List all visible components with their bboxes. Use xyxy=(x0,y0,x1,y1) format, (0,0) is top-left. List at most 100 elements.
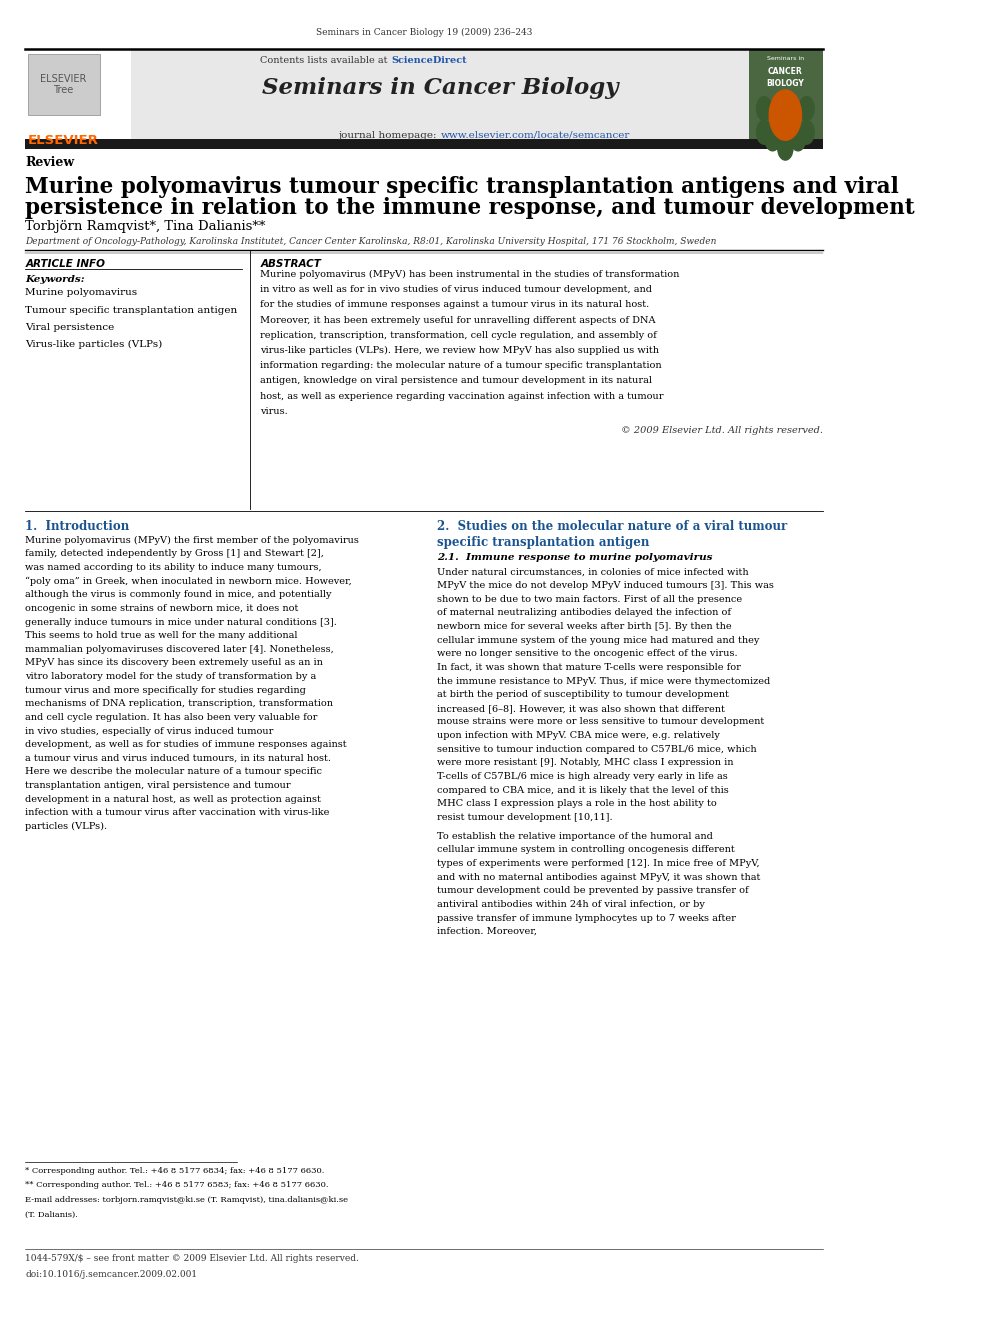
Text: of maternal neutralizing antibodies delayed the infection of: of maternal neutralizing antibodies dela… xyxy=(436,609,731,618)
Text: and cell cycle regulation. It has also been very valuable for: and cell cycle regulation. It has also b… xyxy=(26,713,317,722)
Text: MHC class I expression plays a role in the host ability to: MHC class I expression plays a role in t… xyxy=(436,799,716,808)
Text: mammalian polyomaviruses discovered later [4]. Nonetheless,: mammalian polyomaviruses discovered late… xyxy=(26,644,334,654)
Text: in vitro as well as for in vivo studies of virus induced tumour development, and: in vitro as well as for in vivo studies … xyxy=(260,284,653,294)
Text: although the virus is commonly found in mice, and potentially: although the virus is commonly found in … xyxy=(26,590,332,599)
Circle shape xyxy=(791,127,806,151)
Text: generally induce tumours in mice under natural conditions [3].: generally induce tumours in mice under n… xyxy=(26,618,337,627)
Text: shown to be due to two main factors. First of all the presence: shown to be due to two main factors. Fir… xyxy=(436,595,742,603)
Text: BIOLOGY: BIOLOGY xyxy=(767,79,805,89)
Text: virus-like particles (VLPs). Here, we review how MPyV has also supplied us with: virus-like particles (VLPs). Here, we re… xyxy=(260,345,660,355)
Text: * Corresponding author. Tel.: +46 8 5177 6834; fax: +46 8 5177 6630.: * Corresponding author. Tel.: +46 8 5177… xyxy=(26,1167,324,1175)
Text: Here we describe the molecular nature of a tumour specific: Here we describe the molecular nature of… xyxy=(26,767,322,777)
Text: This seems to hold true as well for the many additional: This seems to hold true as well for the … xyxy=(26,631,298,640)
Text: mouse strains were more or less sensitive to tumour development: mouse strains were more or less sensitiv… xyxy=(436,717,764,726)
Text: In fact, it was shown that mature T-cells were responsible for: In fact, it was shown that mature T-cell… xyxy=(436,663,741,672)
Text: development in a natural host, as well as protection against: development in a natural host, as well a… xyxy=(26,795,321,804)
Text: ELSEVIER: ELSEVIER xyxy=(28,134,99,147)
Text: CANCER: CANCER xyxy=(768,67,803,77)
Text: Torbjörn Ramqvist*, Tina Dalianis**: Torbjörn Ramqvist*, Tina Dalianis** xyxy=(26,220,266,233)
Text: development, as well as for studies of immune responses against: development, as well as for studies of i… xyxy=(26,740,347,749)
Text: © 2009 Elsevier Ltd. All rights reserved.: © 2009 Elsevier Ltd. All rights reserved… xyxy=(621,426,822,435)
FancyBboxPatch shape xyxy=(26,139,822,149)
Text: infection with a tumour virus after vaccination with virus-like: infection with a tumour virus after vacc… xyxy=(26,808,329,818)
Text: www.elsevier.com/locate/semcancer: www.elsevier.com/locate/semcancer xyxy=(441,131,630,140)
Text: virus.: virus. xyxy=(260,406,288,415)
Text: resist tumour development [10,11].: resist tumour development [10,11]. xyxy=(436,812,612,822)
FancyBboxPatch shape xyxy=(132,50,749,139)
Text: (T. Dalianis).: (T. Dalianis). xyxy=(26,1211,78,1218)
Text: in vivo studies, especially of virus induced tumour: in vivo studies, especially of virus ind… xyxy=(26,726,274,736)
Text: Review: Review xyxy=(26,156,74,169)
Text: E-mail addresses: torbjorn.ramqvist@ki.se (T. Ramqvist), tina.dalianis@ki.se: E-mail addresses: torbjorn.ramqvist@ki.s… xyxy=(26,1196,348,1204)
Text: and with no maternal antibodies against MPyV, it was shown that: and with no maternal antibodies against … xyxy=(436,873,760,881)
Text: Contents lists available at: Contents lists available at xyxy=(260,56,390,65)
Text: Seminars in Cancer Biology 19 (2009) 236–243: Seminars in Cancer Biology 19 (2009) 236… xyxy=(315,28,533,37)
Text: Seminars in: Seminars in xyxy=(767,56,804,61)
Text: antigen, knowledge on viral persistence and tumour development in its natural: antigen, knowledge on viral persistence … xyxy=(260,376,653,385)
Text: tumour development could be prevented by passive transfer of: tumour development could be prevented by… xyxy=(436,886,748,896)
Text: replication, transcription, transformation, cell cycle regulation, and assembly : replication, transcription, transformati… xyxy=(260,331,657,340)
Text: antiviral antibodies within 24h of viral infection, or by: antiviral antibodies within 24h of viral… xyxy=(436,900,704,909)
Text: Murine polyomavirus: Murine polyomavirus xyxy=(26,288,138,298)
Text: Department of Oncology-Pathology, Karolinska Institutet, Cancer Center Karolinsk: Department of Oncology-Pathology, Karoli… xyxy=(26,237,717,246)
Text: for the studies of immune responses against a tumour virus in its natural host.: for the studies of immune responses agai… xyxy=(260,300,650,310)
Text: increased [6–8]. However, it was also shown that different: increased [6–8]. However, it was also sh… xyxy=(436,704,724,713)
Text: Murine polyomavirus (MPyV) the first member of the polyomavirus: Murine polyomavirus (MPyV) the first mem… xyxy=(26,536,359,545)
Circle shape xyxy=(757,97,772,120)
Text: ** Corresponding author. Tel.: +46 8 5177 6583; fax: +46 8 5177 6630.: ** Corresponding author. Tel.: +46 8 517… xyxy=(26,1181,329,1189)
Text: passive transfer of immune lymphocytes up to 7 weeks after: passive transfer of immune lymphocytes u… xyxy=(436,913,736,922)
Text: upon infection with MPyV. CBA mice were, e.g. relatively: upon infection with MPyV. CBA mice were,… xyxy=(436,732,719,740)
Text: MPyV the mice do not develop MPyV induced tumours [3]. This was: MPyV the mice do not develop MPyV induce… xyxy=(436,581,774,590)
Text: vitro laboratory model for the study of transformation by a: vitro laboratory model for the study of … xyxy=(26,672,316,681)
Text: information regarding: the molecular nature of a tumour specific transplantation: information regarding: the molecular nat… xyxy=(260,361,662,370)
Text: “poly oma” in Greek, when inoculated in newborn mice. However,: “poly oma” in Greek, when inoculated in … xyxy=(26,577,352,586)
Text: Moreover, it has been extremely useful for unravelling different aspects of DNA: Moreover, it has been extremely useful f… xyxy=(260,315,656,324)
Text: were more resistant [9]. Notably, MHC class I expression in: were more resistant [9]. Notably, MHC cl… xyxy=(436,758,733,767)
Circle shape xyxy=(778,136,793,160)
Text: family, detected independently by Gross [1] and Stewart [2],: family, detected independently by Gross … xyxy=(26,549,324,558)
FancyBboxPatch shape xyxy=(749,50,822,139)
Text: To establish the relative importance of the humoral and: To establish the relative importance of … xyxy=(436,832,712,841)
Text: ELSEVIER
Tree: ELSEVIER Tree xyxy=(41,74,86,95)
Circle shape xyxy=(765,127,781,151)
Text: ScienceDirect: ScienceDirect xyxy=(391,56,466,65)
Text: compared to CBA mice, and it is likely that the level of this: compared to CBA mice, and it is likely t… xyxy=(436,786,728,795)
Text: a tumour virus and virus induced tumours, in its natural host.: a tumour virus and virus induced tumours… xyxy=(26,754,331,763)
Text: specific transplantation antigen: specific transplantation antigen xyxy=(436,536,649,549)
Text: journal homepage:: journal homepage: xyxy=(338,131,440,140)
Text: Under natural circumstances, in colonies of mice infected with: Under natural circumstances, in colonies… xyxy=(436,568,748,577)
Text: infection. Moreover,: infection. Moreover, xyxy=(436,927,537,937)
Text: newborn mice for several weeks after birth [5]. By then the: newborn mice for several weeks after bir… xyxy=(436,622,731,631)
Text: 2.1.  Immune response to murine polyomavirus: 2.1. Immune response to murine polyomavi… xyxy=(436,553,712,562)
Text: doi:10.1016/j.semcancer.2009.02.001: doi:10.1016/j.semcancer.2009.02.001 xyxy=(26,1270,197,1279)
Text: at birth the period of susceptibility to tumour development: at birth the period of susceptibility to… xyxy=(436,691,729,700)
Text: oncogenic in some strains of newborn mice, it does not: oncogenic in some strains of newborn mic… xyxy=(26,603,299,613)
Text: Murine polyomavirus (MPyV) has been instrumental in the studies of transformatio: Murine polyomavirus (MPyV) has been inst… xyxy=(260,270,680,279)
Text: ARTICLE INFO: ARTICLE INFO xyxy=(26,259,105,270)
Circle shape xyxy=(769,90,802,140)
Text: cellular immune system of the young mice had matured and they: cellular immune system of the young mice… xyxy=(436,635,759,644)
Text: cellular immune system in controlling oncogenesis different: cellular immune system in controlling on… xyxy=(436,845,734,855)
FancyBboxPatch shape xyxy=(28,54,100,115)
Text: ABSTRACT: ABSTRACT xyxy=(260,259,321,270)
Text: T-cells of C57BL/6 mice is high already very early in life as: T-cells of C57BL/6 mice is high already … xyxy=(436,771,727,781)
Text: tumour virus and more specifically for studies regarding: tumour virus and more specifically for s… xyxy=(26,685,307,695)
FancyBboxPatch shape xyxy=(26,50,132,139)
Text: Tumour specific transplantation antigen: Tumour specific transplantation antigen xyxy=(26,306,238,315)
Text: transplantation antigen, viral persistence and tumour: transplantation antigen, viral persisten… xyxy=(26,781,291,790)
Text: Virus-like particles (VLPs): Virus-like particles (VLPs) xyxy=(26,340,163,349)
Text: sensitive to tumour induction compared to C57BL/6 mice, which: sensitive to tumour induction compared t… xyxy=(436,745,757,754)
Text: MPyV has since its discovery been extremely useful as an in: MPyV has since its discovery been extrem… xyxy=(26,659,323,668)
Text: 1044-579X/$ – see front matter © 2009 Elsevier Ltd. All rights reserved.: 1044-579X/$ – see front matter © 2009 El… xyxy=(26,1254,359,1263)
Text: Keywords:: Keywords: xyxy=(26,275,85,284)
Text: host, as well as experience regarding vaccination against infection with a tumou: host, as well as experience regarding va… xyxy=(260,392,664,401)
Text: particles (VLPs).: particles (VLPs). xyxy=(26,822,107,831)
Text: was named according to its ability to induce many tumours,: was named according to its ability to in… xyxy=(26,564,322,572)
Text: persistence in relation to the immune response, and tumour development: persistence in relation to the immune re… xyxy=(26,197,915,220)
Circle shape xyxy=(757,120,772,144)
Text: Viral persistence: Viral persistence xyxy=(26,323,115,332)
Text: were no longer sensitive to the oncogenic effect of the virus.: were no longer sensitive to the oncogeni… xyxy=(436,650,737,659)
Text: Murine polyomavirus tumour specific transplantation antigens and viral: Murine polyomavirus tumour specific tran… xyxy=(26,176,899,198)
Text: mechanisms of DNA replication, transcription, transformation: mechanisms of DNA replication, transcrip… xyxy=(26,700,333,708)
Text: 1.  Introduction: 1. Introduction xyxy=(26,520,130,533)
